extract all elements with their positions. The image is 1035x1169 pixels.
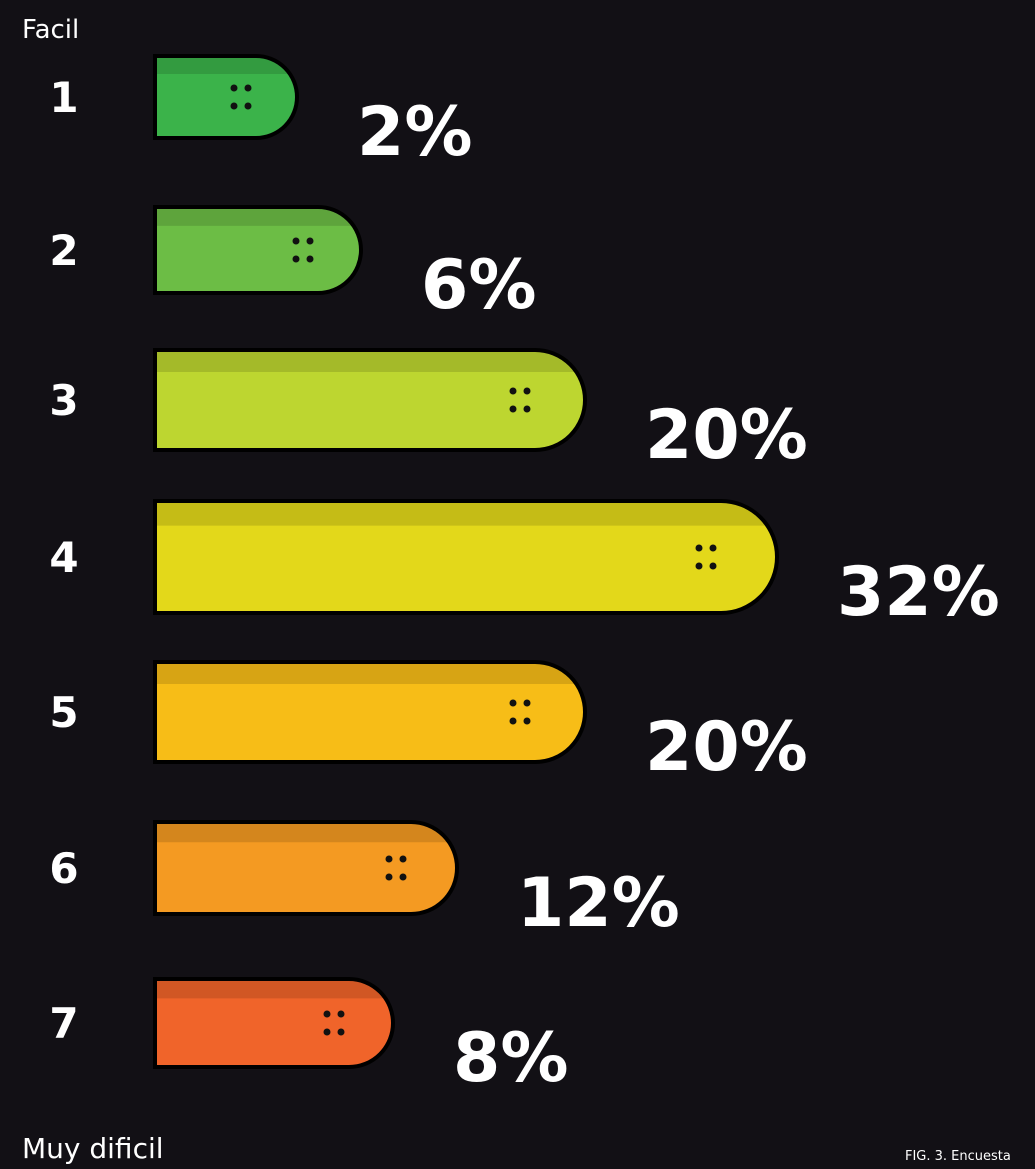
- bolt: [523, 387, 531, 395]
- bolt: [509, 405, 517, 413]
- bolt: [230, 84, 238, 92]
- bolt: [244, 102, 252, 110]
- bolt: [695, 562, 703, 570]
- top-label: Facil: [22, 15, 79, 45]
- bolt: [523, 717, 531, 725]
- bolt: [230, 102, 238, 110]
- bolt: [385, 873, 393, 881]
- bar-shade: [157, 57, 291, 75]
- bolt: [399, 855, 407, 863]
- bolt: [709, 544, 717, 552]
- category-label: 1: [49, 73, 78, 122]
- bolt: [385, 855, 393, 863]
- value-label: 20%: [645, 396, 808, 475]
- category-label: 3: [49, 376, 78, 425]
- bolt: [399, 873, 407, 881]
- bolt: [244, 84, 252, 92]
- bar-shade: [157, 351, 579, 372]
- category-label: 7: [49, 999, 78, 1048]
- bolt: [523, 699, 531, 707]
- bolt: [509, 387, 517, 395]
- bar-shade: [157, 663, 579, 684]
- bar: [153, 499, 779, 615]
- category-label: 5: [49, 688, 78, 737]
- value-label: 2%: [357, 93, 472, 172]
- value-label: 12%: [517, 864, 680, 943]
- bottom-label: Muy dificil: [22, 1132, 164, 1165]
- category-label: 2: [49, 226, 78, 275]
- bar: [153, 54, 299, 140]
- bolt: [323, 1010, 331, 1018]
- bolt: [337, 1028, 345, 1036]
- bolt: [523, 405, 531, 413]
- bolt: [292, 237, 300, 245]
- bar: [153, 348, 587, 452]
- bolt: [323, 1028, 331, 1036]
- bolt: [509, 717, 517, 725]
- bolt: [306, 237, 314, 245]
- bar-shade: [157, 823, 451, 843]
- bar: [153, 205, 363, 295]
- value-label: 20%: [645, 708, 808, 787]
- bar: [153, 820, 459, 916]
- bolt: [709, 562, 717, 570]
- bolt: [337, 1010, 345, 1018]
- bar: [153, 977, 395, 1069]
- bolt: [306, 255, 314, 263]
- category-label: 6: [49, 844, 78, 893]
- bolt: [292, 255, 300, 263]
- value-label: 6%: [421, 246, 536, 325]
- value-label: 8%: [453, 1019, 568, 1098]
- bar-shade: [157, 980, 387, 999]
- category-label: 4: [49, 533, 78, 582]
- value-label: 32%: [837, 553, 1000, 632]
- bar-shade: [157, 502, 771, 526]
- bar: [153, 660, 587, 764]
- bar-shade: [157, 208, 355, 226]
- bolt: [509, 699, 517, 707]
- caption: FIG. 3. Encuesta: [905, 1149, 1011, 1164]
- bolt: [695, 544, 703, 552]
